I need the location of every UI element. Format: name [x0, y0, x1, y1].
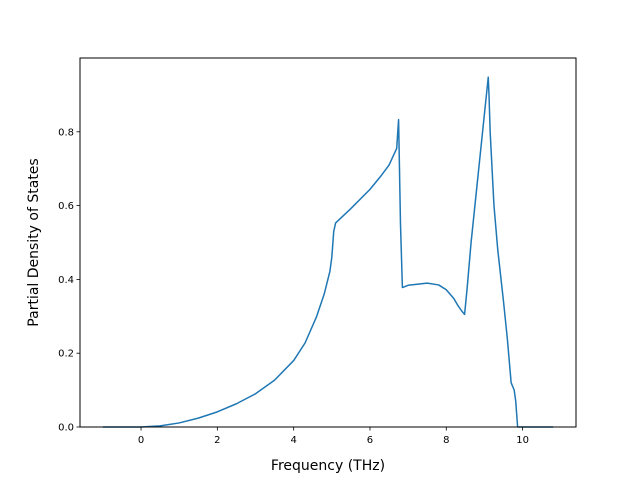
x-tick-label: 2	[214, 435, 220, 446]
plot-frame	[79, 57, 577, 428]
y-tick-label: 0.4	[58, 275, 74, 286]
x-tick-label: 0	[138, 435, 144, 446]
y-axis-label: Partial Density of States	[26, 158, 42, 326]
y-tick-label: 0.6	[58, 201, 74, 212]
x-tick-label: 6	[367, 435, 373, 446]
x-axis-ticks: 0 2 4 6 8 10	[138, 427, 529, 446]
plot-marks	[102, 76, 554, 428]
y-axis-ticks: 0.0 0.2 0.4 0.6 0.8	[58, 127, 80, 434]
x-tick-label: 10	[516, 435, 529, 446]
y-tick-label: 0.0	[58, 423, 74, 434]
y-tick-label: 0.2	[58, 349, 74, 360]
pdos-series-line-0	[102, 76, 554, 428]
y-tick-label: 0.8	[58, 127, 74, 138]
x-tick-label: 8	[443, 435, 449, 446]
x-tick-label: 4	[290, 435, 296, 446]
x-axis-label: Frequency (THz)	[271, 458, 385, 474]
